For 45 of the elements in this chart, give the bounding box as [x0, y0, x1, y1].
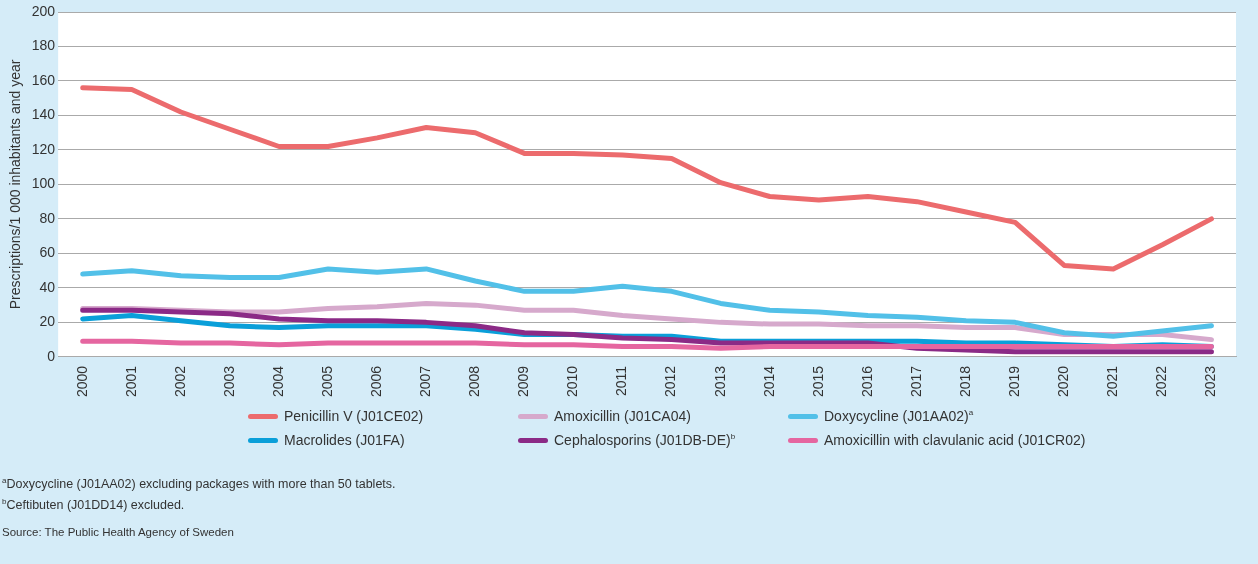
- legend-label: Amoxicillin with clavulanic acid (J01CR02): [824, 432, 1086, 448]
- x-tick-label: 2001: [122, 365, 139, 398]
- y-tick-label: 40: [39, 278, 56, 295]
- text: $^{a}$Doxycycline (J01AA02) excluding packages with more than 50 tablets.: [2, 475, 397, 494]
- x-tick-label: 2002: [171, 365, 188, 398]
- y-tick-label: 20: [39, 313, 56, 330]
- x-tick-label: 2015: [809, 365, 826, 398]
- x-tick-label: 2004: [269, 365, 286, 398]
- x-tick-label: 2018: [956, 365, 973, 398]
- x-tick-label: 2021: [1104, 365, 1121, 398]
- x-tick-label: 2008: [466, 365, 483, 398]
- x-tick-label: 2007: [417, 365, 434, 398]
- x-tick-label: 2020: [1055, 365, 1072, 398]
- y-tick-label: 180: [31, 37, 56, 54]
- x-tick-label: 2006: [368, 365, 385, 398]
- x-tick-label: 2019: [1006, 365, 1023, 398]
- y-tick-label: 0: [47, 347, 56, 364]
- x-tick-label: 2013: [711, 365, 728, 398]
- x-tick-label: 2003: [220, 365, 237, 398]
- legend-label: Amoxicillin (J01CA04): [554, 408, 691, 424]
- y-tick-label: 80: [39, 209, 56, 226]
- y-tick-label: 140: [31, 106, 56, 123]
- x-tick-label: 2005: [318, 365, 335, 398]
- y-tick-label: 200: [31, 2, 56, 19]
- legend-label: Penicillin V (J01CE02): [284, 408, 424, 424]
- text: $^{b}$Ceftibuten (J01DD14) excluded.: [2, 496, 186, 515]
- x-tick-label: 2009: [515, 365, 532, 398]
- x-tick-label: 2016: [858, 365, 875, 398]
- x-tick-label: 2017: [907, 365, 924, 398]
- x-tick-label: 2000: [73, 365, 90, 398]
- x-tick-label: 2010: [564, 365, 581, 398]
- x-tick-label: 2014: [760, 365, 777, 398]
- x-tick-label: 2012: [662, 365, 679, 398]
- y-tick-label: 60: [39, 244, 56, 261]
- source-note: Source: The Public Health Agency of Sweden: [2, 525, 235, 541]
- legend-label: Cephalosporins (J01DB-DE)$^{b}$: [554, 432, 736, 448]
- y-axis-title: Prescriptions/1 000 inhabitants and year: [7, 59, 24, 310]
- legend-label: Doxycycline (J01AA02)$^{a}$: [824, 408, 974, 424]
- x-tick-label: 2022: [1153, 365, 1170, 398]
- x-tick-label: 2023: [1202, 365, 1219, 398]
- y-tick-label: 120: [31, 140, 56, 157]
- y-tick-label: 100: [31, 175, 56, 192]
- x-tick-label: 2011: [613, 365, 630, 396]
- legend-label: Macrolides (J01FA): [284, 432, 405, 448]
- y-tick-label: 160: [31, 71, 56, 88]
